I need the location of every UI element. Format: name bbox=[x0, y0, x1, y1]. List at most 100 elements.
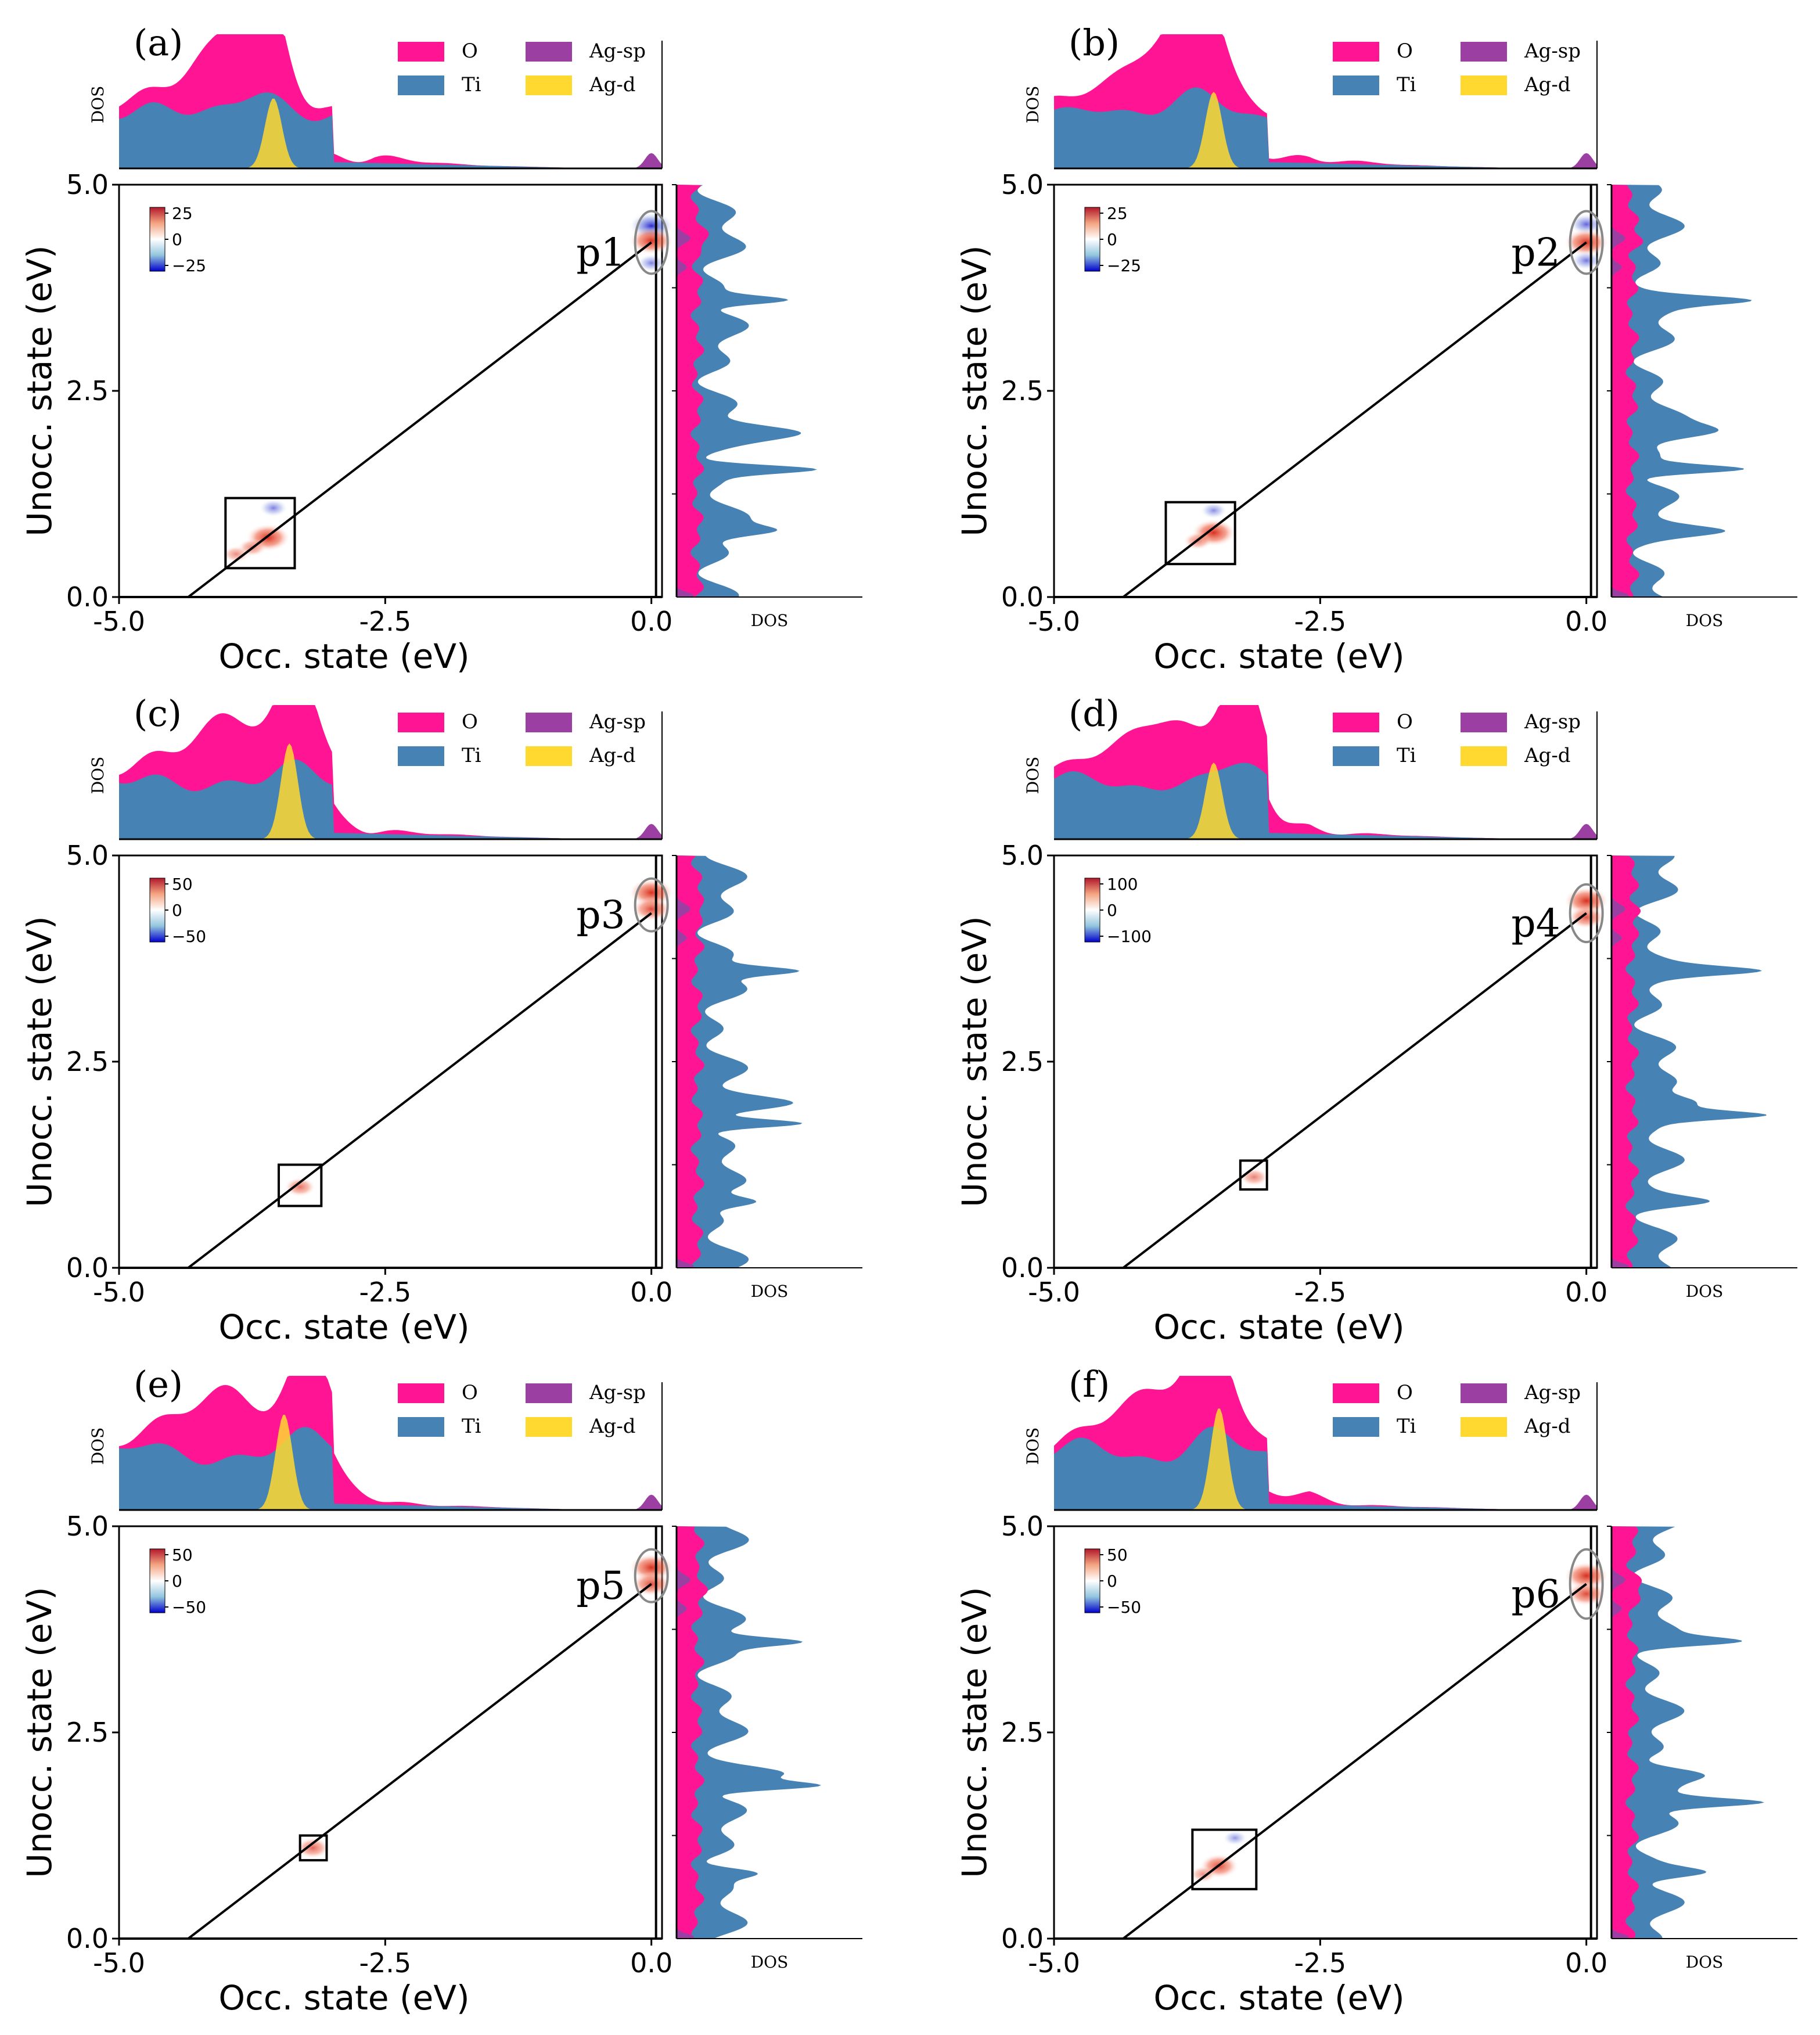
legend-label-O: O bbox=[462, 710, 478, 734]
colorbar bbox=[1084, 207, 1100, 272]
colorbar bbox=[149, 207, 166, 272]
right-dos-Agsp-area bbox=[677, 185, 694, 597]
legend-swatch-Ag-d bbox=[526, 746, 572, 766]
legend-swatch-Ti bbox=[398, 75, 444, 95]
top-dos-ylabel: DOS bbox=[88, 86, 107, 124]
colorbar-tick-label: −50 bbox=[1107, 1598, 1141, 1617]
legend: O Ti Ag-sp Ag-d bbox=[1333, 1381, 1581, 1438]
top-dos-Ti-area bbox=[1054, 763, 1597, 839]
x-tick-label: -2.5 bbox=[359, 1277, 411, 1308]
heatmap-spot bbox=[1222, 1830, 1248, 1846]
panel-1: DOS (a) O Ti Ag-sp Ag-d p1 25 0 −25 -5.0 -2.5 0.0 0.0… bbox=[20, 21, 862, 676]
y-axis-label: Unocc. state (eV) bbox=[955, 245, 994, 536]
right-dos-xlabel: DOS bbox=[1686, 611, 1724, 630]
panel-label: (c) bbox=[134, 692, 182, 735]
main-frame bbox=[118, 854, 663, 1269]
legend-swatch-Ag-d bbox=[526, 75, 572, 95]
top-dos-ylabel: DOS bbox=[1023, 86, 1042, 124]
diagonal-line bbox=[1122, 241, 1587, 598]
right-dos-Agsp-area bbox=[1612, 855, 1629, 1268]
panel-6: DOS (f) O Ti Ag-sp Ag-d p6 50 0 −50 -5.0 -2.5 0.0 0.0… bbox=[955, 1363, 1797, 2018]
heatmap-spot bbox=[636, 254, 666, 272]
diagonal-line bbox=[187, 1583, 652, 1940]
colorbar-tick-label: −50 bbox=[172, 927, 206, 946]
main-frame bbox=[118, 184, 663, 598]
colorbar-tick-label: 25 bbox=[172, 204, 193, 223]
right-dos-Agsp-area bbox=[1612, 185, 1629, 597]
legend-label-Ag-d: Ag-d bbox=[1524, 73, 1571, 96]
right-dos-xlabel: DOS bbox=[751, 1953, 789, 1972]
colorbar-tick-label: −25 bbox=[172, 256, 206, 275]
y-tick-label: 0.0 bbox=[1001, 581, 1044, 613]
colorbar-tick-label: 50 bbox=[172, 875, 193, 894]
right-dos-O-area bbox=[677, 185, 709, 597]
panel-label: (f) bbox=[1069, 1363, 1110, 1405]
right-dos-xlabel: DOS bbox=[1686, 1953, 1724, 1972]
heatmap-spot bbox=[258, 499, 288, 517]
x-tick-label: 0.0 bbox=[630, 1947, 672, 1979]
legend-label-Ti: Ti bbox=[462, 744, 481, 767]
peak-ellipse bbox=[634, 1548, 669, 1603]
main-frame bbox=[1053, 1525, 1598, 1940]
legend: O Ti Ag-sp Ag-d bbox=[398, 39, 646, 96]
heatmap-spot bbox=[1567, 905, 1605, 929]
legend-label-O: O bbox=[1397, 1381, 1413, 1404]
peak-ellipse bbox=[1569, 1548, 1604, 1620]
right-dos-Agsp-area bbox=[677, 1526, 694, 1939]
x-axis-label: Occ. state (eV) bbox=[1153, 1978, 1404, 2018]
legend-label-Ag-sp: Ag-sp bbox=[589, 1381, 646, 1404]
main-plot: p1 25 0 −25 -5.0 -2.5 0.0 0.0 2.5 5.0 Occ. state (… bbox=[20, 169, 674, 676]
main-plot: p6 50 0 −50 -5.0 -2.5 0.0 0.0 2.5 5.0 Occ. state (… bbox=[955, 1511, 1609, 2018]
y-axis-label: Unocc. state (eV) bbox=[955, 916, 994, 1207]
main-plot: p5 50 0 −50 -5.0 -2.5 0.0 0.0 2.5 5.0 Occ. state (… bbox=[20, 1511, 674, 2018]
legend-label-Ag-sp: Ag-sp bbox=[1524, 710, 1581, 734]
right-dos-xlabel: DOS bbox=[751, 1282, 789, 1301]
y-tick-label: 5.0 bbox=[1001, 169, 1044, 200]
top-dos-plot: DOS bbox=[88, 34, 663, 170]
top-dos-plot: DOS bbox=[88, 1376, 663, 1511]
right-dos-plot: DOS bbox=[672, 855, 862, 1301]
legend-label-Ti: Ti bbox=[462, 1415, 481, 1438]
colorbar-tick-label: 0 bbox=[1107, 901, 1117, 920]
legend: O Ti Ag-sp Ag-d bbox=[1333, 710, 1581, 767]
colorbar-tick-label: −100 bbox=[1107, 927, 1152, 946]
legend-label-O: O bbox=[1397, 710, 1413, 734]
x-axis-label: Occ. state (eV) bbox=[218, 1307, 469, 1347]
colorbar bbox=[1084, 1548, 1100, 1613]
top-dos-plot: DOS bbox=[88, 705, 663, 840]
peak-ellipse bbox=[634, 210, 669, 275]
y-tick-label: 2.5 bbox=[1001, 1717, 1044, 1748]
legend-label-Ti: Ti bbox=[1397, 1415, 1416, 1438]
panel-3: DOS (c) O Ti Ag-sp Ag-d p3 50 0 −50 -5.0 -2.5 0.0 0.0… bbox=[20, 692, 862, 1347]
y-tick-label: 5.0 bbox=[66, 1511, 109, 1542]
panel-2: DOS (b) O Ti Ag-sp Ag-d p2 25 0 −25 -5.0 -2.5 0.0 0.0… bbox=[955, 21, 1797, 676]
panel-label: (a) bbox=[134, 21, 183, 64]
heatmap-spot bbox=[1189, 1866, 1217, 1883]
heatmap-spot bbox=[1239, 1168, 1269, 1187]
heatmap-spot bbox=[1564, 1562, 1609, 1590]
diagonal-line bbox=[187, 912, 652, 1269]
right-dos-O-area bbox=[677, 855, 704, 1268]
heatmap-spot bbox=[1200, 502, 1228, 519]
right-dos-plot: DOS bbox=[1607, 1526, 1797, 1972]
peak-label: p3 bbox=[576, 893, 625, 937]
legend-label-Ti: Ti bbox=[462, 73, 481, 96]
peak-label: p4 bbox=[1511, 901, 1560, 945]
legend: O Ti Ag-sp Ag-d bbox=[398, 710, 646, 767]
legend-swatch-Ti bbox=[398, 1417, 444, 1437]
legend-label-O: O bbox=[1397, 39, 1413, 63]
right-dos-Ti-area bbox=[1612, 855, 1767, 1268]
peak-label: p5 bbox=[576, 1563, 625, 1608]
panel-4: DOS (d) O Ti Ag-sp Ag-d p4 100 0 −100 -5.0 -2.5 0.0 0… bbox=[955, 692, 1797, 1347]
peak-label: p6 bbox=[1511, 1572, 1560, 1616]
y-tick-label: 0.0 bbox=[66, 1923, 109, 1954]
colorbar-tick-label: 0 bbox=[172, 901, 182, 920]
legend-swatch-Ag-d bbox=[1461, 1417, 1507, 1437]
colorbar bbox=[1084, 878, 1100, 943]
peak-ellipse bbox=[1569, 883, 1604, 944]
main-plot: p2 25 0 −25 -5.0 -2.5 0.0 0.0 2.5 5.0 Occ. state (… bbox=[955, 169, 1609, 676]
y-tick-label: 2.5 bbox=[66, 1717, 109, 1748]
y-axis-label: Unocc. state (eV) bbox=[20, 245, 59, 536]
panel-5: DOS (e) O Ti Ag-sp Ag-d p5 50 0 −50 -5.0 -2.5 0.0 0.0… bbox=[20, 1363, 862, 2018]
